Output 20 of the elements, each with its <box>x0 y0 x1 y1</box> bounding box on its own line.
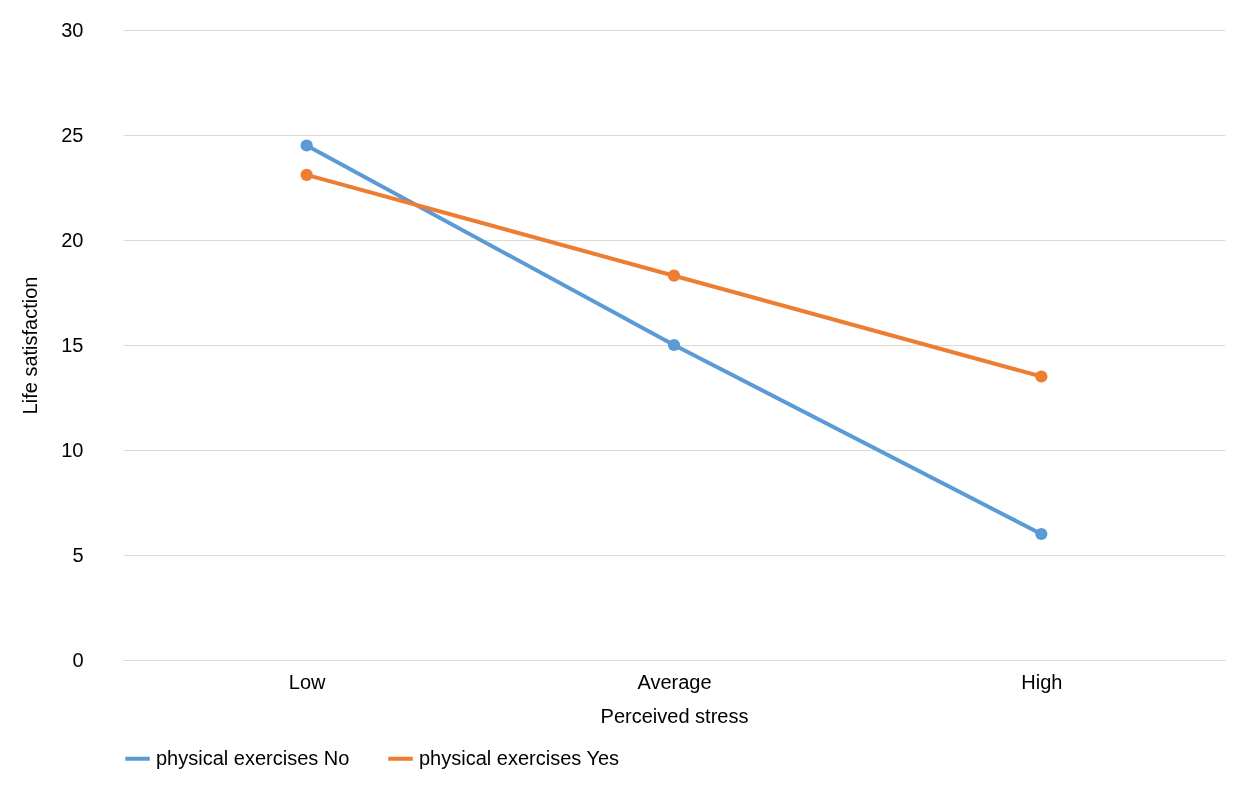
legend-label: physical exercises Yes <box>419 746 620 769</box>
point <box>1035 527 1048 541</box>
y-tick-label: 0 <box>72 648 84 671</box>
point <box>667 338 681 352</box>
x-tick-label: High <box>1021 670 1063 693</box>
point <box>300 139 313 152</box>
point <box>667 269 681 282</box>
x-axis-title: Perceived stress <box>600 704 749 727</box>
point <box>300 168 313 182</box>
y-tick-label: 10 <box>61 438 84 461</box>
y-axis-title: Life satisfaction <box>19 276 42 415</box>
y-tick-label: 20 <box>61 228 84 251</box>
y-tick-label: 5 <box>72 543 84 566</box>
y-tick-label: 25 <box>61 123 84 146</box>
x-tick-label: Average <box>637 670 712 693</box>
legend-label: physical exercises No <box>156 746 350 769</box>
y-tick-label: 30 <box>61 18 84 41</box>
point <box>1035 370 1048 383</box>
x-tick-label: Low <box>288 670 327 693</box>
y-tick-label: 15 <box>61 333 84 356</box>
